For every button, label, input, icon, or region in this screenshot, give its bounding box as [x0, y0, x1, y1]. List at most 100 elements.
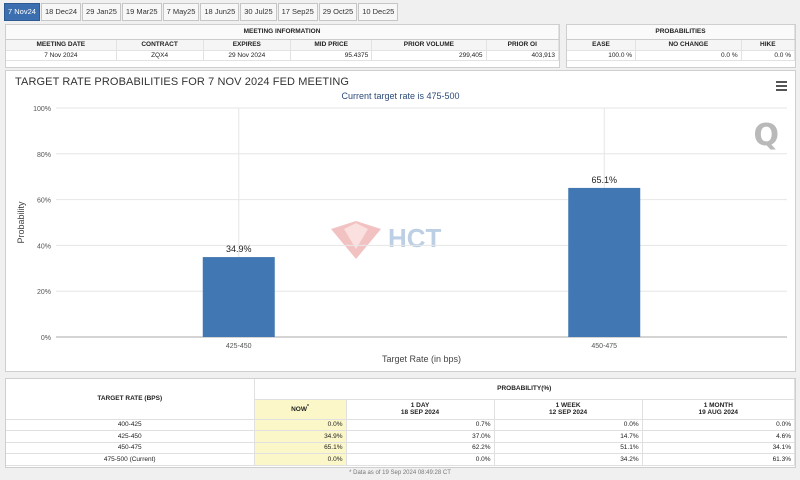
- tab-meeting-0[interactable]: 7 Nov24: [4, 3, 40, 21]
- tab-meeting-8[interactable]: 29 Oct25: [318, 3, 358, 21]
- now-cell: 0.0%: [254, 453, 347, 466]
- chart-subtitle: Current target rate is 475-500: [341, 91, 460, 101]
- x-tick-label: 450-475: [591, 343, 617, 350]
- col-1-day-date: 18 SEP 2024: [400, 409, 440, 416]
- y-tick-label: 80%: [37, 152, 51, 159]
- col-now: NOW*: [254, 399, 347, 420]
- 1-day-cell: 62.2%: [346, 442, 495, 454]
- y-tick-label: 60%: [37, 198, 51, 205]
- tab-meeting-7[interactable]: 17 Sep25: [277, 3, 318, 21]
- col-now-mark: *: [306, 404, 309, 411]
- tab-meeting-3[interactable]: 19 Mar25: [121, 3, 162, 21]
- col-1-day-label: 1 DAY: [410, 402, 430, 409]
- meeting-info-table: MEETING INFORMATION MEETING DATE CONTRAC…: [6, 25, 560, 61]
- target-rate-cell: 450-475: [6, 442, 255, 454]
- bar-450-475: [568, 187, 641, 337]
- now-cell: 0.0%: [254, 419, 347, 431]
- tab-meeting-9[interactable]: 10 Dec25: [358, 3, 399, 21]
- 1-week-cell: 34.2%: [494, 453, 643, 466]
- target-rate-cell: 475-500 (Current): [6, 453, 255, 466]
- meeting-info-title: MEETING INFORMATION: [6, 25, 559, 40]
- col-no-change: NO CHANGE: [635, 39, 742, 51]
- col-now-label: NOW: [291, 406, 307, 414]
- col-1-month-label: 1 MONTH: [703, 402, 733, 409]
- col-1-week-label: 1 WEEK: [555, 402, 581, 409]
- probabilities-panel: PROBABILITIES EASE NO CHANGE HIKE 100.0 …: [566, 24, 796, 68]
- mid-price: 95.4375: [290, 50, 373, 61]
- col-meeting-date: MEETING DATE: [6, 39, 117, 51]
- tab-meeting-4[interactable]: 7 May25: [162, 3, 200, 21]
- col-1-month-date: 19 AUG 2024: [698, 409, 739, 416]
- now-cell: 65.1%: [254, 442, 347, 454]
- probabilities-table: PROBABILITIES EASE NO CHANGE HIKE 100.0 …: [567, 25, 796, 61]
- prior-oi: 403,913: [486, 50, 560, 61]
- bar-425-450: [202, 257, 275, 337]
- col-1-month: 1 MONTH 19 AUG 2024: [642, 399, 796, 420]
- hike-value: 0.0 %: [741, 50, 796, 61]
- 1-week-cell: 0.0%: [494, 419, 643, 431]
- table-row: 475-500 (Current) 0.0% 0.0% 34.2% 61.3%: [6, 453, 796, 466]
- tab-meeting-5[interactable]: 18 Jun25: [200, 3, 240, 21]
- tab-meeting-2[interactable]: 29 Jan25: [82, 3, 121, 21]
- now-cell: 34.9%: [254, 430, 347, 443]
- data-footnote: * Data as of 19 Sep 2024 08:49:28 CT: [349, 470, 451, 476]
- col-1-day: 1 DAY 18 SEP 2024: [346, 399, 495, 420]
- watermark-diamond-icon: [331, 221, 381, 259]
- watermark-logo: HCT: [331, 221, 442, 259]
- col-prior-oi: PRIOR OI: [486, 39, 560, 51]
- col-target-rate: TARGET RATE (BPS): [6, 379, 255, 420]
- probability-table-panel: TARGET RATE (BPS) PROBABILITY(%) NOW* 1 …: [5, 378, 796, 468]
- probabilities-title: PROBABILITIES: [567, 25, 795, 40]
- table-row: 425-450 34.9% 37.0% 14.7% 4.6%: [6, 430, 796, 443]
- col-1-week: 1 WEEK 12 SEP 2024: [494, 399, 643, 420]
- y-tick-label: 40%: [37, 243, 51, 250]
- y-tick-label: 0%: [41, 335, 51, 342]
- 1-day-cell: 37.0%: [346, 430, 495, 443]
- 1-day-cell: 0.7%: [346, 419, 495, 431]
- table-row: 400-425 0.0% 0.7% 0.0% 0.0%: [6, 419, 796, 431]
- watermark-brand: HCT: [388, 223, 442, 253]
- bar-chart: 0% 20% 40% 60% 80% 100% 34.9% 425-450 65.1% 450-4…: [16, 106, 787, 364]
- target-rate-cell: 400-425: [6, 419, 255, 431]
- x-tick-label: 425-450: [226, 343, 252, 350]
- y-axis-title: Probability: [16, 201, 26, 244]
- col-hike: HIKE: [741, 39, 796, 51]
- expires: 29 Nov 2024: [203, 50, 292, 61]
- no-change-value: 0.0 %: [635, 50, 742, 61]
- target-rate-cell: 425-450: [6, 430, 255, 443]
- col-prior-volume: PRIOR VOLUME: [371, 39, 487, 51]
- 1-week-cell: 14.7%: [494, 430, 643, 443]
- y-tick-label: 100%: [33, 106, 51, 113]
- chart-title: TARGET RATE PROBABILITIES FOR 7 NOV 2024…: [15, 76, 350, 88]
- ease-value: 100.0 %: [567, 50, 637, 61]
- 1-day-cell: 0.0%: [346, 453, 495, 466]
- col-probability: PROBABILITY(%): [254, 379, 795, 400]
- meeting-date: 7 Nov 2024: [6, 50, 117, 61]
- bar-data-label: 65.1%: [591, 175, 617, 185]
- col-1-week-date: 12 SEP 2024: [548, 409, 588, 416]
- col-mid-price: MID PRICE: [290, 39, 373, 51]
- tab-meeting-6[interactable]: 30 Jul25: [240, 3, 277, 21]
- tab-meeting-1[interactable]: 18 Dec24: [40, 3, 82, 21]
- q-logo-icon: Q: [753, 118, 779, 153]
- hamburger-menu-icon[interactable]: [776, 81, 787, 91]
- meeting-info-panel: MEETING INFORMATION MEETING DATE CONTRAC…: [5, 24, 560, 68]
- meeting-tabs: 7 Nov24 18 Dec24 29 Jan25 19 Mar25 7 May25 18…: [4, 3, 399, 21]
- 1-month-cell: 0.0%: [642, 419, 796, 431]
- col-ease: EASE: [567, 39, 637, 51]
- 1-week-cell: 51.1%: [494, 442, 643, 454]
- contract: ZQX4: [116, 50, 204, 61]
- 1-month-cell: 34.1%: [642, 442, 796, 454]
- 1-month-cell: 61.3%: [642, 453, 796, 466]
- table-row: 450-475 65.1% 62.2% 51.1% 34.1%: [6, 442, 796, 454]
- x-axis-title: Target Rate (in bps): [382, 354, 461, 364]
- 1-month-cell: 4.6%: [642, 430, 796, 443]
- col-expires: EXPIRES: [203, 39, 292, 51]
- col-contract: CONTRACT: [116, 39, 204, 51]
- bar-data-label: 34.9%: [226, 244, 252, 254]
- probability-table: TARGET RATE (BPS) PROBABILITY(%) NOW* 1 …: [6, 379, 796, 466]
- y-tick-label: 20%: [37, 289, 51, 296]
- prior-volume: 299,405: [371, 50, 487, 61]
- chart-panel: TARGET RATE PROBABILITIES FOR 7 NOV 2024…: [5, 70, 796, 372]
